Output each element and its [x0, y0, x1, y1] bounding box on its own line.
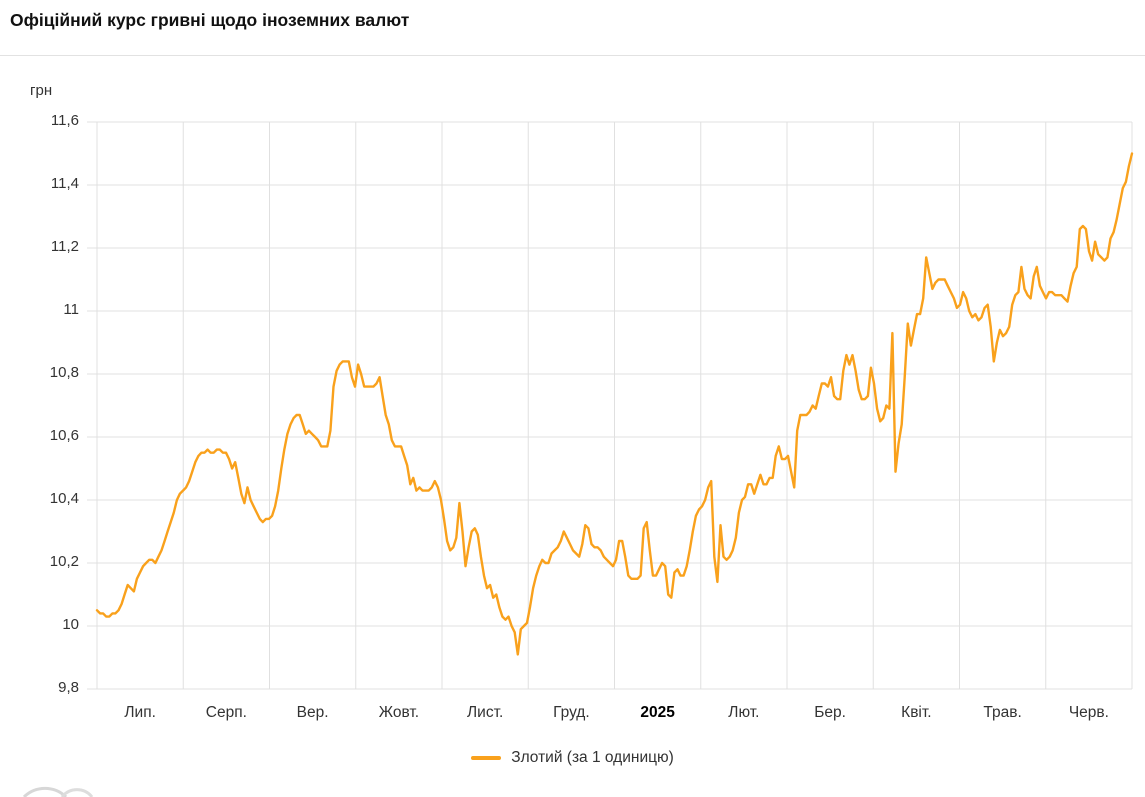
page-title: Офіційний курс гривні щодо іноземних вал… [10, 10, 410, 30]
x-axis-tick-label: Лип. [124, 704, 156, 721]
y-axis-tick-label: 9,8 [58, 679, 79, 696]
series-line-zloty [95, 152, 1134, 656]
legend-line-swatch [471, 756, 502, 760]
logo-watermark-arcs [22, 786, 94, 797]
watermark-arc-large [22, 786, 68, 797]
x-axis-tick-label: Бер. [814, 704, 846, 721]
chart-legend: Злотий (за 1 одиницю) [0, 749, 1145, 767]
y-axis-tick-label: 10 [62, 616, 79, 633]
x-axis-tick-label: Груд. [553, 704, 590, 721]
y-axis-tick-label: 10,4 [49, 490, 79, 507]
x-axis-tick-label: Вер. [296, 704, 329, 721]
y-axis-tick-label: 11,4 [50, 175, 79, 192]
y-axis-tick-label: 10,6 [49, 427, 79, 444]
y-axis-unit-label: грн [30, 82, 53, 99]
x-axis-tick-label: Лют. [728, 704, 760, 721]
legend-label: Злотий (за 1 одиницю) [511, 749, 674, 766]
x-axis-tick-label: Жовт. [378, 704, 420, 721]
y-axis-tick-label: 10,8 [49, 364, 79, 381]
y-axis-tick-label: 11,2 [50, 238, 79, 255]
x-axis-tick-label: Трав. [983, 704, 1022, 721]
y-axis-tick-label: 10,2 [49, 553, 79, 570]
watermark-arc-small [60, 788, 94, 797]
legend-item-zloty[interactable]: Злотий (за 1 одиницю) [471, 749, 674, 767]
x-axis-tick-label: Серп. [205, 704, 247, 721]
y-axis-tick-label: 11,6 [50, 112, 79, 129]
header-divider [0, 55, 1145, 56]
x-axis-tick-label: Черв. [1068, 704, 1109, 721]
x-axis-tick-label: Лист. [466, 704, 504, 721]
x-axis-tick-label: 2025 [640, 704, 675, 721]
exchange-rate-chart-plot[interactable] [0, 0, 1145, 745]
y-axis-tick-label: 11 [63, 301, 79, 318]
x-axis-tick-label: Квіт. [901, 704, 932, 721]
